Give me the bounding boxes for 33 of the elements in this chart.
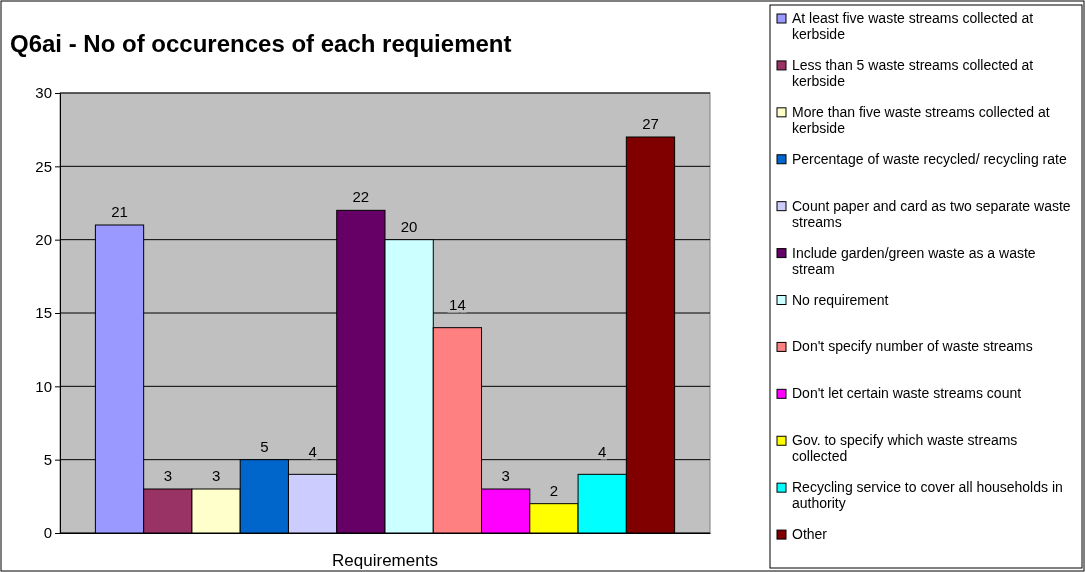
- legend-label: No requirement: [792, 291, 889, 308]
- y-tick-label: 30: [35, 84, 52, 102]
- data-label: 20: [400, 217, 418, 235]
- data-label: 3: [211, 467, 221, 484]
- chart-title: Q6ai - No of occurences of each requiement: [10, 30, 512, 57]
- data-label: 5: [260, 437, 269, 455]
- legend-label: At least five waste streams collected at kerbside: [792, 10, 1034, 42]
- legend-label: Other: [792, 526, 828, 543]
- legend-label: Recycling service to cover all households in authority: [792, 479, 1063, 512]
- data-label: 21: [111, 203, 128, 220]
- y-tick-label: 0: [43, 524, 52, 542]
- y-tick-label: 10: [35, 377, 52, 395]
- legend-label: Include garden/green waste as a waste stream: [792, 244, 1036, 277]
- legend-label: Don't let certain waste streams count: [792, 385, 1022, 402]
- y-tick-label: 15: [35, 304, 52, 322]
- data-label: 27: [642, 115, 659, 132]
- legend-label: Gov. to specify which waste streams collected: [792, 432, 1018, 465]
- data-label: 14: [449, 296, 466, 313]
- data-label: 3: [163, 467, 172, 484]
- y-tick-label: 5: [43, 450, 52, 468]
- legend-label: Don't specify number of waste streams: [792, 338, 1033, 355]
- legend-label: More than five waste streams collected at kerbside: [792, 103, 1050, 136]
- data-label: 4: [308, 442, 317, 460]
- data-label: 2: [549, 481, 559, 499]
- legend-label: Less than 5 waste streams collected at kerbside: [792, 56, 1034, 89]
- data-label: 4: [598, 442, 607, 460]
- legend-label: Percentage of waste recycled/ recycling rate: [792, 150, 1067, 167]
- y-tick-label: 25: [35, 157, 52, 175]
- y-tick-label: 20: [35, 230, 52, 248]
- data-label: 3: [501, 467, 510, 484]
- x-axis-title: Requirements: [332, 551, 438, 570]
- data-label: 22: [352, 188, 370, 206]
- legend-label: Count paper and card as two separate waste streams: [792, 197, 1071, 230]
